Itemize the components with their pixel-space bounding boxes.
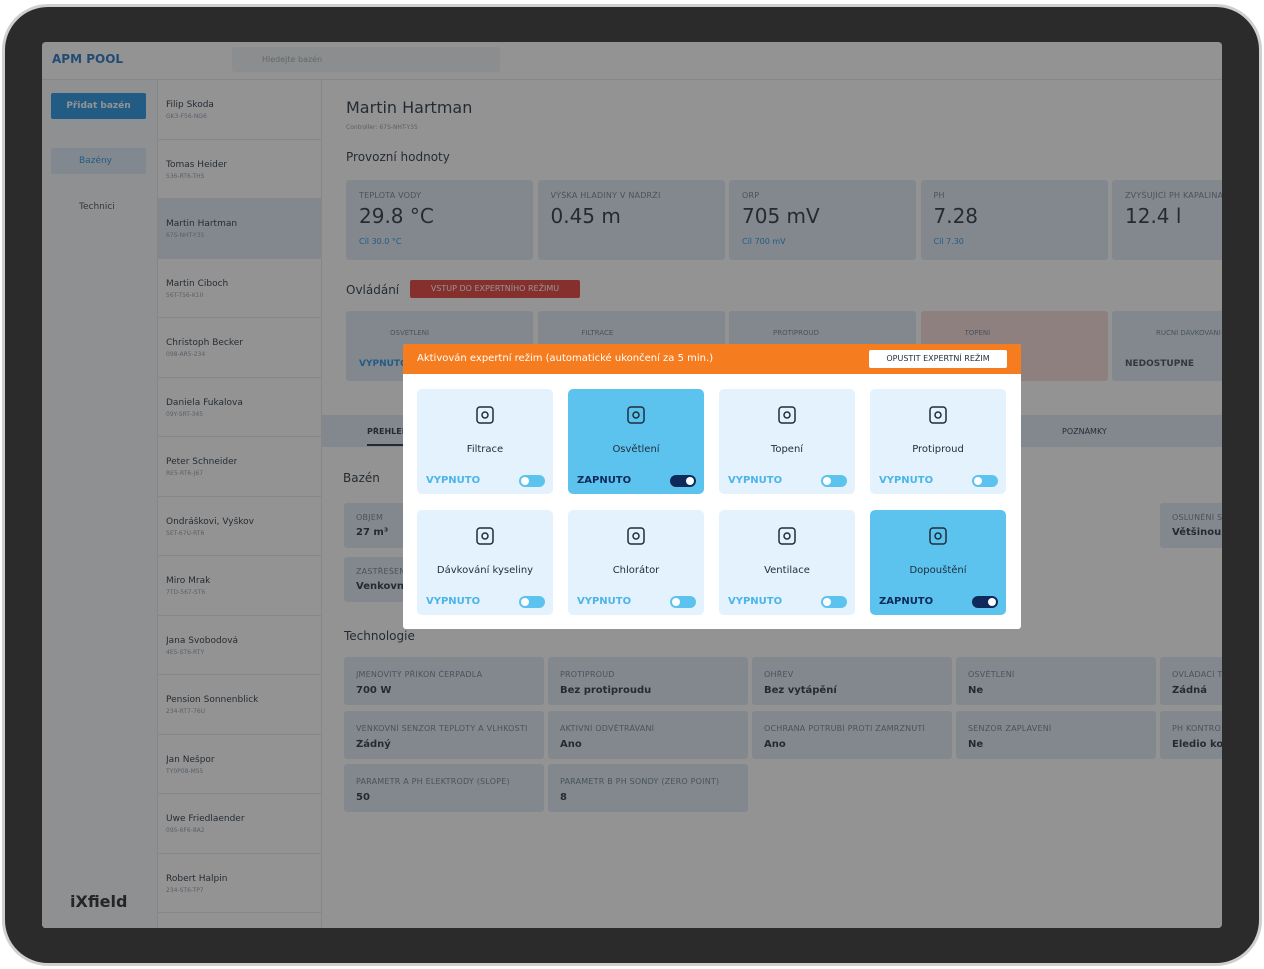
control-tile[interactable]: Filtrace VYPNUTO [417, 389, 553, 494]
tile-status: ZAPNUTO [577, 475, 632, 486]
control-tile[interactable]: Osvětlení ZAPNUTO [568, 389, 704, 494]
tile-status: ZAPNUTO [879, 596, 934, 607]
tile-status: VYPNUTO [426, 475, 481, 486]
tile-icon [929, 527, 947, 545]
icon-shape [929, 406, 947, 424]
icon-shape [934, 411, 942, 419]
tile-name: Protiproud [912, 444, 964, 455]
icon-shape [627, 527, 645, 545]
toggle[interactable] [670, 596, 696, 608]
toggle[interactable] [972, 596, 998, 608]
tile-icon [476, 406, 494, 424]
icon-shape [627, 406, 645, 424]
control-tile[interactable]: Topení VYPNUTO [719, 389, 855, 494]
modal-header: Aktivován expertní režim (automatické uk… [403, 344, 1021, 374]
tile-name: Dávkování kyseliny [436, 565, 534, 576]
icon-shape [476, 527, 494, 545]
exit-expert-button[interactable]: OPUSTIT EXPERTNÍ REŽIM [869, 350, 1007, 368]
tile-name: Osvětlení [612, 444, 660, 455]
toggle[interactable] [519, 596, 545, 608]
toggle-knob [823, 598, 831, 606]
icon-shape [783, 411, 791, 419]
tile-icon [627, 406, 645, 424]
toggle-knob [823, 477, 831, 485]
tile-status: VYPNUTO [426, 596, 481, 607]
tile-name: Topení [770, 444, 804, 455]
toggle-knob [686, 477, 694, 485]
tile-status: VYPNUTO [577, 596, 632, 607]
toggle-knob [974, 477, 982, 485]
icon-shape [783, 532, 791, 540]
toggle-knob [521, 477, 529, 485]
icon-shape [778, 406, 796, 424]
modal-title: Aktivován expertní režim (automatické uk… [417, 353, 714, 364]
icon-shape [778, 527, 796, 545]
toggle[interactable] [972, 475, 998, 487]
tile-status: VYPNUTO [879, 475, 934, 486]
tile-status: VYPNUTO [728, 596, 783, 607]
tile-name: Chlorátor [612, 565, 660, 576]
icon-shape [481, 532, 489, 540]
tile-name: Ventilace [764, 565, 810, 576]
icon-shape [632, 411, 640, 419]
icon-shape [481, 411, 489, 419]
icon-shape [929, 527, 947, 545]
tile-icon [476, 527, 494, 545]
control-tile[interactable]: Dávkování kyseliny VYPNUTO [417, 510, 553, 615]
icon-shape [476, 406, 494, 424]
toggle[interactable] [670, 475, 696, 487]
icon-shape [632, 532, 640, 540]
toggle-knob [521, 598, 529, 606]
tile-icon [929, 406, 947, 424]
toggle-knob [988, 598, 996, 606]
tile-icon [778, 527, 796, 545]
tile-icon [627, 527, 645, 545]
toggle[interactable] [519, 475, 545, 487]
control-tile[interactable]: Ventilace VYPNUTO [719, 510, 855, 615]
control-tile[interactable]: Protiproud VYPNUTO [870, 389, 1006, 494]
tile-icon [778, 406, 796, 424]
control-tile[interactable]: Dopouštění ZAPNUTO [870, 510, 1006, 615]
tile-status: VYPNUTO [728, 475, 783, 486]
toggle[interactable] [821, 475, 847, 487]
screen: APM POOL Hledejte bazén Přidat bazén Baz… [42, 42, 1222, 928]
tile-name: Filtrace [466, 444, 504, 455]
control-tile[interactable]: Chlorátor VYPNUTO [568, 510, 704, 615]
expert-modal: Aktivován expertní režim (automatické uk… [403, 344, 1021, 629]
toggle[interactable] [821, 596, 847, 608]
icon-shape [934, 532, 942, 540]
toggle-knob [672, 598, 680, 606]
tile-name: Dopouštění [909, 565, 967, 576]
